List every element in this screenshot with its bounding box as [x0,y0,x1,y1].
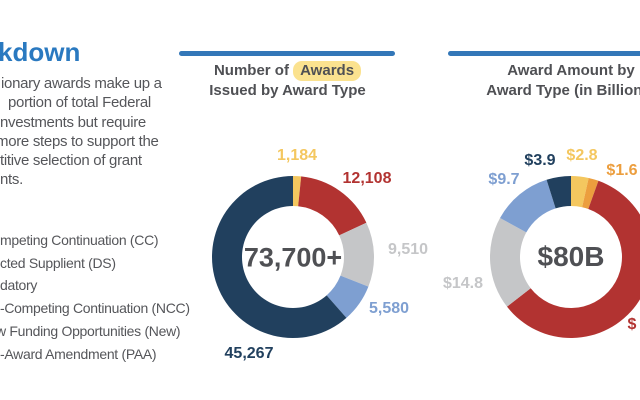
awards-count-segment-5 [212,176,347,338]
awards-count-donut-chart [212,176,375,338]
award-amount-donut-chart [490,176,640,338]
awards-count-segment-3 [339,222,375,287]
awards-count-total: 73,700+ [243,242,343,273]
award-amount-value-label-4: $14.8 [442,275,484,292]
left-chart-title-line1: Number of Awards [180,61,395,81]
intro-paragraph: ionary awards make up a portion of total … [0,74,163,190]
award-amount-segment-3 [507,180,640,338]
right-chart-title-line2: Award Type (in Billions) [486,82,640,99]
award-amount-total: $80B [537,241,605,272]
divider-line-left [179,51,395,56]
intro-line-3: nvestments but require [0,113,146,131]
award-type-legend: mpeting Continuation (CC) cted Supplient … [0,229,190,365]
legend-item-3: datory [0,277,38,294]
awards-count-segment-4 [326,275,369,318]
award-amount-segment-1 [571,176,589,208]
legend-item-1: mpeting Continuation (CC) [0,232,159,248]
award-amount-value-label-2: $1.6 [606,162,638,179]
award-amount-segment-6 [546,176,571,209]
awards-count-segment-1 [293,176,302,207]
awards-count-value-label-4: 5,580 [368,300,410,317]
left-chart-title: Number of Awards Issued by Award Type [180,61,395,101]
awards-count-segment-2 [298,176,367,236]
award-amount-value-label-5: $9.7 [488,171,520,188]
award-amount-segment-4 [490,217,531,307]
left-chart-title-line2: Issued by Award Type [209,82,366,99]
award-amount-value-label-3: $ [627,316,637,333]
right-chart-title: Award Amount by Award Type (in Billions) [448,61,640,101]
intro-line-5: titive selection of grant [0,152,142,170]
intro-line-1: ionary awards make up a [1,75,162,92]
award-amount-value-label-1: $2.8 [566,147,598,164]
legend-item-6: -Award Amendment (PAA) [0,345,157,362]
intro-line-6: nts. [0,171,23,189]
awards-count-value-label-2: 12,108 [342,170,392,187]
award-amount-segment-5 [500,179,556,233]
legend-item-5: w Funding Opportunities (New) [0,322,181,339]
legend-item-2: cted Supplient (DS) [0,254,116,271]
intro-line-4: more steps to support the [0,132,159,150]
award-amount-value-label-6: $3.9 [524,152,556,169]
award-amount-segment-2 [582,177,599,210]
left-chart-title-prefix: Number of [213,62,289,79]
right-chart-title-line1: Award Amount by [507,62,635,79]
awards-count-value-label-3: 9,510 [387,241,429,258]
legend-item-4: -Competing Continuation (NCC) [0,300,190,317]
awards-count-value-label-1: 1,184 [276,147,318,164]
awards-count-value-label-5: 45,267 [224,345,274,362]
divider-line-right [448,51,640,56]
section-title: kdown [0,37,81,67]
intro-line-2: portion of total Federal [8,94,151,112]
highlighted-word: Awards [293,61,362,81]
